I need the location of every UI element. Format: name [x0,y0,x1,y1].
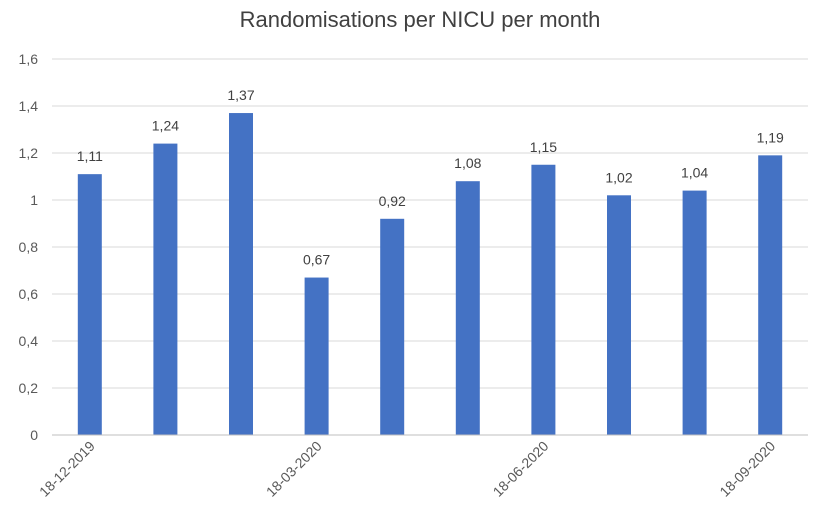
bar [304,277,329,435]
x-axis-ticks: 18-12-2019 18-03-2020 18-06-2020 18-09-2020 [36,438,779,500]
y-tick-label: 0,8 [19,239,39,255]
x-tick-label: 18-09-2020 [716,438,778,500]
chart-title: Randomisations per NICU per month [240,7,601,32]
y-tick-label: 1 [30,192,38,208]
bars [77,113,783,436]
gridlines [52,58,808,389]
data-label: 1,11 [77,148,103,164]
y-tick-label: 0,4 [19,333,39,349]
data-label: 0,67 [303,252,330,268]
y-axis-ticks: 0 0,2 0,4 0,6 0,8 1 1,2 1,4 1,6 [19,51,39,443]
data-label: 1,02 [605,169,632,185]
data-label: 1,37 [227,87,254,103]
x-tick-label: 18-06-2020 [490,438,552,500]
y-tick-label: 0,6 [19,286,39,302]
bar [229,113,253,436]
y-tick-label: 1,2 [19,145,39,161]
data-labels: 1,11 1,24 1,37 0,67 0,92 1,08 1,15 1,02 1,04 1,19 [77,87,784,267]
bar [531,164,556,435]
bar [380,218,405,435]
data-label: 1,15 [530,139,557,155]
bar [153,143,178,435]
bar [455,181,480,435]
data-label: 1,04 [681,165,708,181]
bar [682,190,707,435]
x-tick-label: 18-12-2019 [36,438,98,500]
y-tick-label: 1,6 [19,51,39,67]
bar [77,174,102,435]
data-label: 1,24 [152,118,179,134]
y-tick-label: 0 [30,427,38,443]
data-label: 0,92 [379,193,406,209]
y-tick-label: 1,4 [19,98,39,114]
data-label: 1,19 [757,129,784,145]
data-label: 1,08 [454,155,481,171]
x-tick-label: 18-03-2020 [263,438,325,500]
bar [758,155,783,435]
y-tick-label: 0,2 [19,380,39,396]
bar [607,195,631,435]
